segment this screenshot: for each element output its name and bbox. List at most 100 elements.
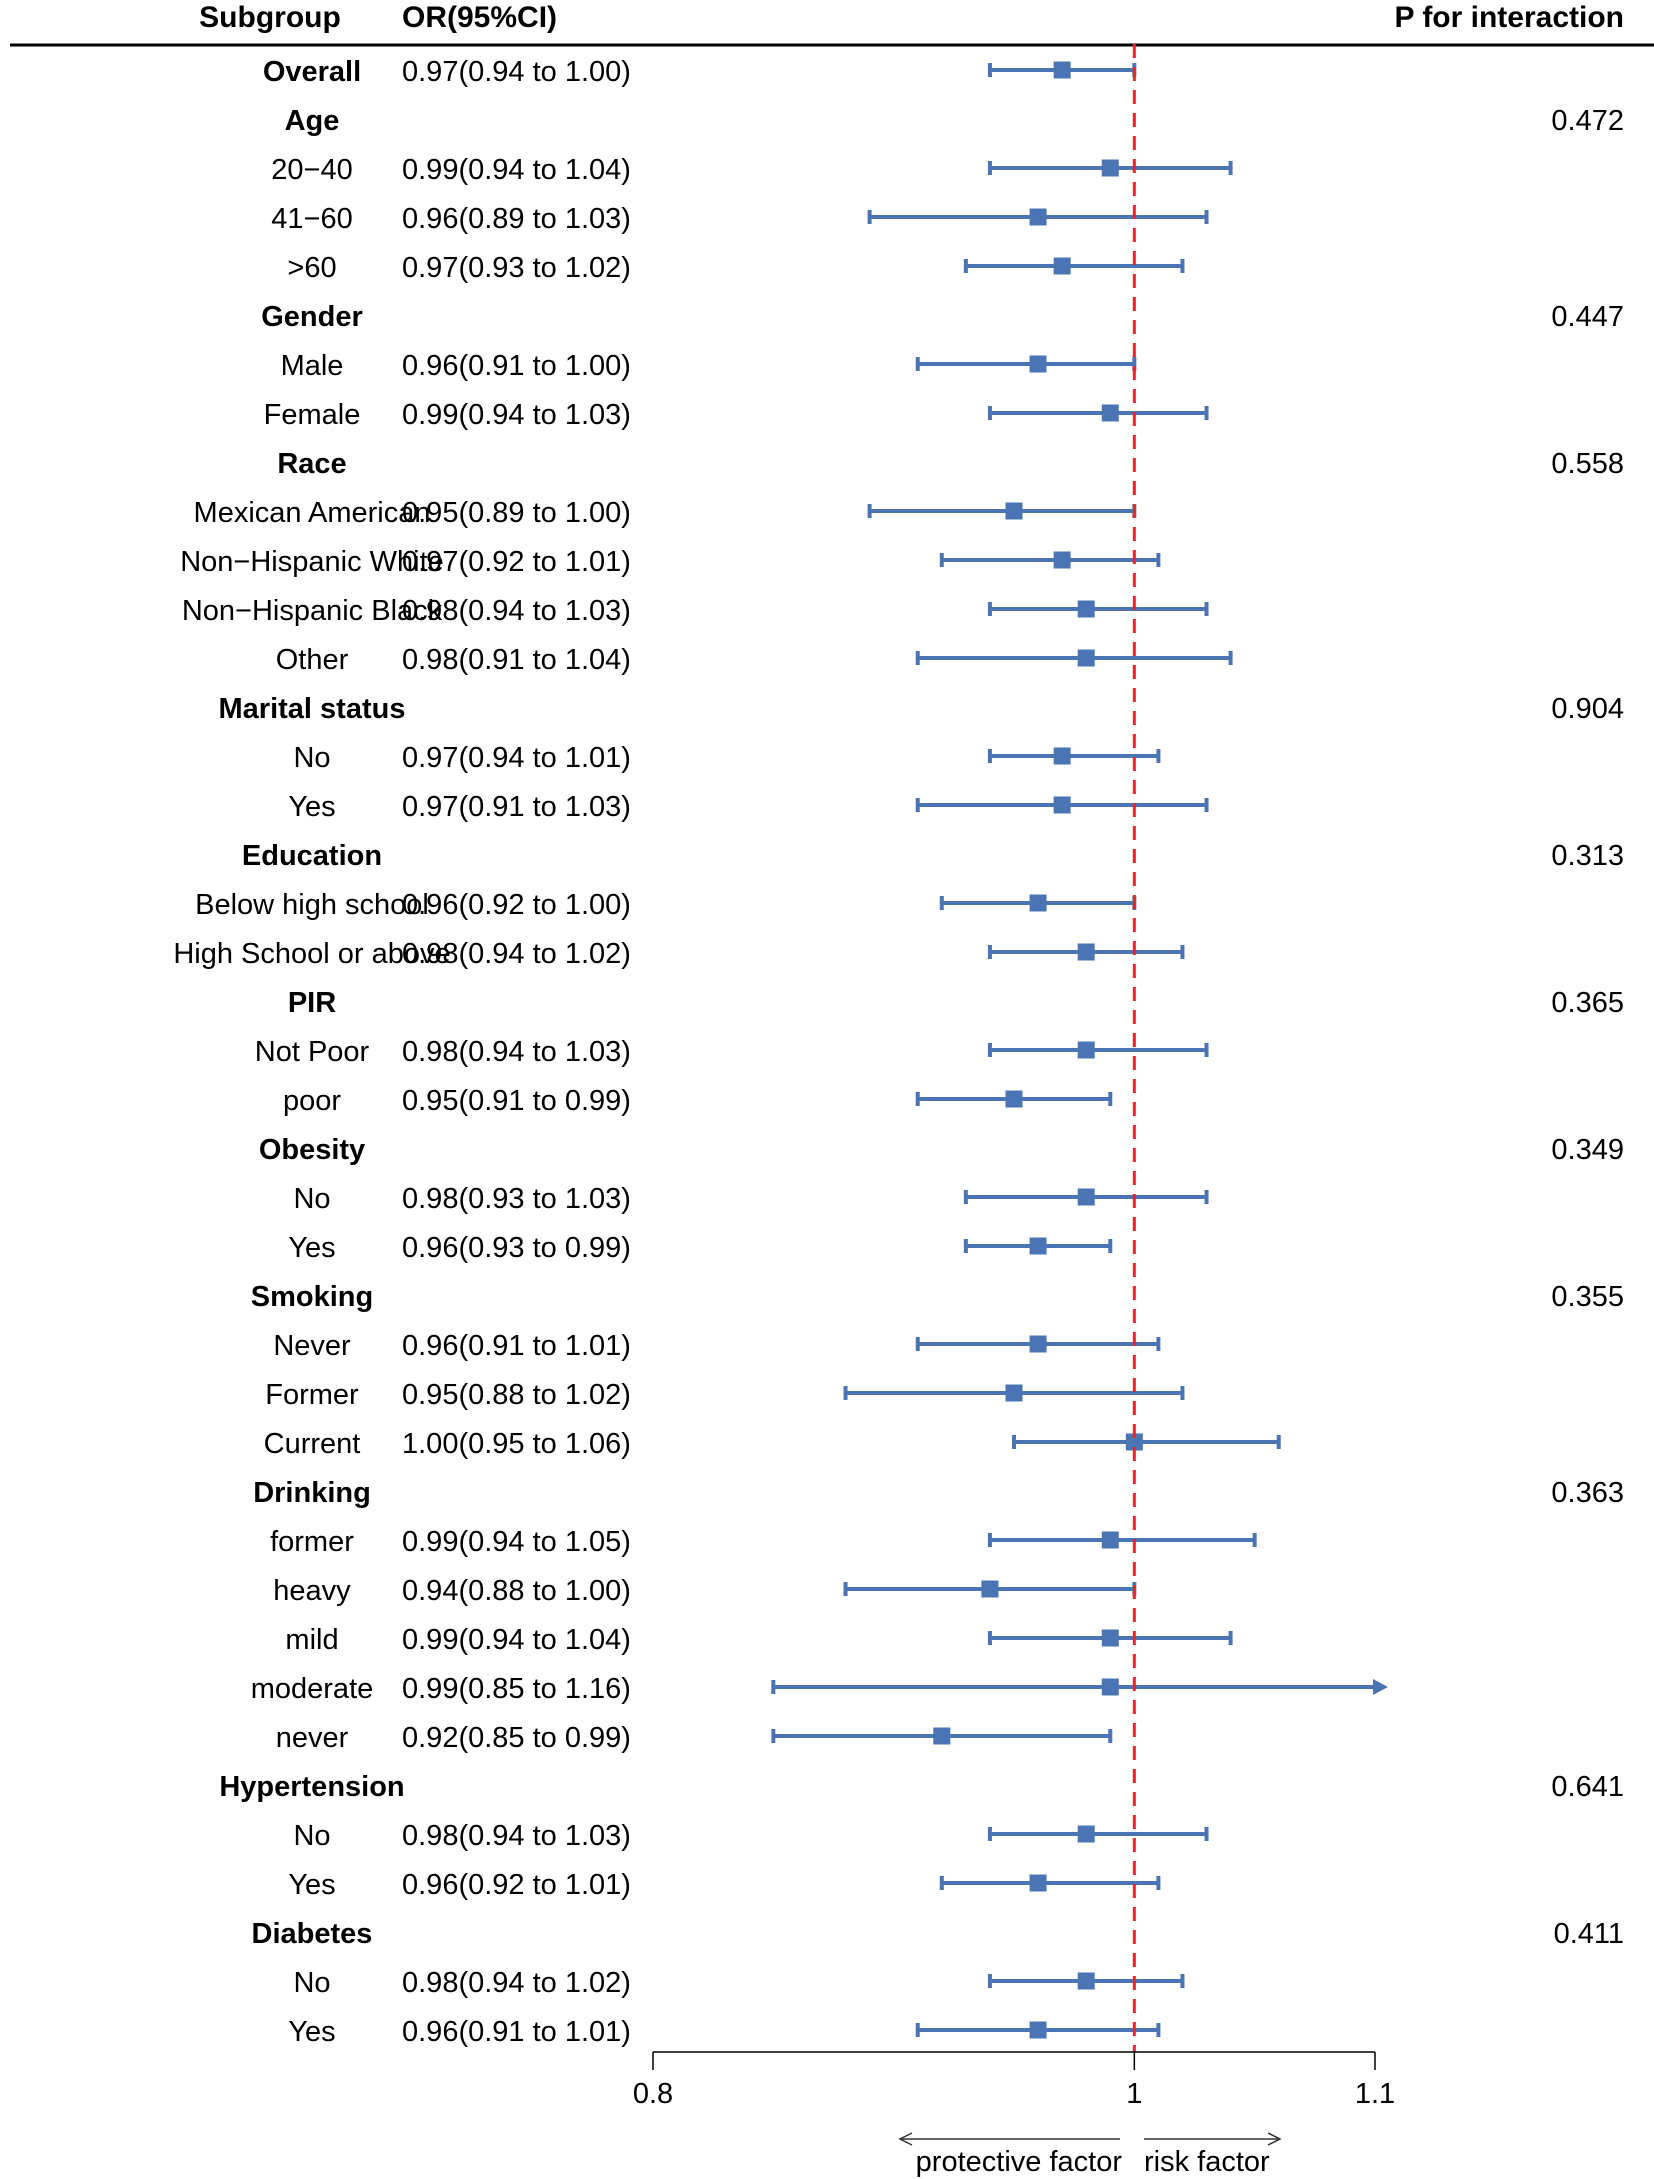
or-ci-label: 0.96(0.91 to 1.01) xyxy=(402,2016,631,2048)
forest-row: Never 0.96(0.91 to 1.01) xyxy=(273,1330,1161,1362)
point-estimate xyxy=(1029,1237,1047,1255)
or-ci-label: 0.96(0.92 to 1.00) xyxy=(402,889,631,921)
subgroup-label: Male xyxy=(281,350,344,382)
point-estimate xyxy=(1053,551,1071,569)
subgroup-label: Yes xyxy=(288,1232,335,1264)
ci-arrow-truncated xyxy=(1373,1679,1388,1695)
subgroup-label: Yes xyxy=(288,1869,335,1901)
subgroup-label: never xyxy=(276,1722,349,1754)
or-ci-label: 0.96(0.89 to 1.03) xyxy=(402,203,631,235)
axis-tick-label: 1.1 xyxy=(1355,2078,1395,2110)
forest-row: 41−60 0.96(0.89 to 1.03) xyxy=(271,203,1209,235)
group-label: Marital status xyxy=(219,693,406,725)
point-estimate xyxy=(981,1580,999,1598)
group-label: Hypertension xyxy=(219,1771,404,1803)
subgroup-label: No xyxy=(293,1820,330,1852)
point-estimate xyxy=(1101,1531,1119,1549)
rows-layer: Overall 0.97(0.94 to 1.00) Age 0.472 20−40 0.… xyxy=(173,56,1624,2048)
header-subgroup: Subgroup xyxy=(199,1,341,34)
forest-row: 20−40 0.99(0.94 to 1.04) xyxy=(271,154,1233,186)
header-estimate: OR(95%CI) xyxy=(402,1,557,34)
p-interaction-value: 0.365 xyxy=(1551,987,1624,1019)
point-estimate xyxy=(1101,159,1119,177)
group-label: PIR xyxy=(288,987,336,1019)
or-ci-label: 1.00(0.95 to 1.06) xyxy=(402,1428,631,1460)
forest-row: former 0.99(0.94 to 1.05) xyxy=(270,1526,1257,1558)
subgroup-label: Never xyxy=(273,1330,351,1362)
subgroup-label: 41−60 xyxy=(271,203,352,235)
or-ci-label: 0.99(0.94 to 1.05) xyxy=(402,1526,631,1558)
or-ci-label: 0.98(0.91 to 1.04) xyxy=(402,644,631,676)
forest-row: Marital status 0.904 xyxy=(219,693,1624,725)
subgroup-label: >60 xyxy=(287,252,336,284)
forest-row: Drinking 0.363 xyxy=(253,1477,1624,1509)
forest-row: Hypertension 0.641 xyxy=(219,1771,1624,1803)
group-label: Diabetes xyxy=(252,1918,373,1950)
p-interaction-value: 0.558 xyxy=(1551,448,1624,480)
protective-factor-label: protective factor xyxy=(916,2146,1123,2178)
p-interaction-value: 0.313 xyxy=(1551,840,1624,872)
subgroup-label: Mexican American xyxy=(194,497,431,529)
subgroup-label: High School or above xyxy=(173,938,450,970)
x-axis: 0.8 1 1.1 xyxy=(633,2051,1395,2110)
or-ci-label: 0.96(0.91 to 1.00) xyxy=(402,350,631,382)
subgroup-label: No xyxy=(293,1183,330,1215)
group-label: Race xyxy=(277,448,346,480)
subgroup-label: Female xyxy=(264,399,361,431)
point-estimate xyxy=(1077,1041,1095,1059)
point-estimate xyxy=(1005,1090,1023,1108)
or-ci-label: 0.95(0.91 to 0.99) xyxy=(402,1085,631,1117)
forest-row: Overall 0.97(0.94 to 1.00) xyxy=(263,56,1137,88)
forest-row: poor 0.95(0.91 to 0.99) xyxy=(283,1085,1113,1117)
p-interaction-value: 0.363 xyxy=(1551,1477,1624,1509)
risk-factor-label: risk factor xyxy=(1144,2146,1270,2178)
p-interaction-value: 0.641 xyxy=(1551,1771,1624,1803)
group-label: Smoking xyxy=(251,1281,373,1313)
or-ci-label: 0.96(0.93 to 0.99) xyxy=(402,1232,631,1264)
header-p-interaction: P for interaction xyxy=(1395,1,1624,34)
subgroup-label: poor xyxy=(283,1085,341,1117)
forest-row: moderate 0.99(0.85 to 1.16) xyxy=(251,1673,1388,1705)
or-ci-label: 0.97(0.94 to 1.01) xyxy=(402,742,631,774)
group-label: Education xyxy=(242,840,382,872)
subgroup-label: Yes xyxy=(288,2016,335,2048)
group-label: Drinking xyxy=(253,1477,371,1509)
forest-row: Smoking 0.355 xyxy=(251,1281,1624,1313)
forest-row: Female 0.99(0.94 to 1.03) xyxy=(264,399,1209,431)
forest-row: mild 0.99(0.94 to 1.04) xyxy=(285,1624,1233,1656)
or-ci-label: 0.97(0.91 to 1.03) xyxy=(402,791,631,823)
forest-row: Yes 0.96(0.93 to 0.99) xyxy=(288,1232,1113,1264)
point-estimate xyxy=(1077,1972,1095,1990)
or-ci-label: 0.97(0.92 to 1.01) xyxy=(402,546,631,578)
p-interaction-value: 0.472 xyxy=(1551,105,1624,137)
subgroup-label: 20−40 xyxy=(271,154,352,186)
group-label: Overall xyxy=(263,56,361,88)
point-estimate xyxy=(1029,1874,1047,1892)
subgroup-label: Current xyxy=(264,1428,361,1460)
or-ci-label: 0.98(0.94 to 1.03) xyxy=(402,595,631,627)
p-interaction-value: 0.904 xyxy=(1551,693,1624,725)
group-label: Age xyxy=(285,105,340,137)
point-estimate xyxy=(1005,502,1023,520)
forest-row: No 0.98(0.94 to 1.03) xyxy=(293,1820,1209,1852)
point-estimate xyxy=(1125,1433,1143,1451)
point-estimate xyxy=(1053,61,1071,79)
forest-row: never 0.92(0.85 to 0.99) xyxy=(276,1722,1113,1754)
forest-row: Gender 0.447 xyxy=(261,301,1624,333)
subgroup-label: Below high school xyxy=(195,889,429,921)
point-estimate xyxy=(1029,1335,1047,1353)
or-ci-label: 0.92(0.85 to 0.99) xyxy=(402,1722,631,1754)
subgroup-label: former xyxy=(270,1526,354,1558)
forest-row: Yes 0.96(0.91 to 1.01) xyxy=(288,2016,1161,2048)
point-estimate xyxy=(1101,1678,1119,1696)
forest-row: Obesity 0.349 xyxy=(259,1134,1624,1166)
forest-row: No 0.98(0.94 to 1.02) xyxy=(293,1967,1185,1999)
or-ci-label: 0.97(0.93 to 1.02) xyxy=(402,252,631,284)
subgroup-label: Not Poor xyxy=(255,1036,370,1068)
point-estimate xyxy=(1101,1629,1119,1647)
